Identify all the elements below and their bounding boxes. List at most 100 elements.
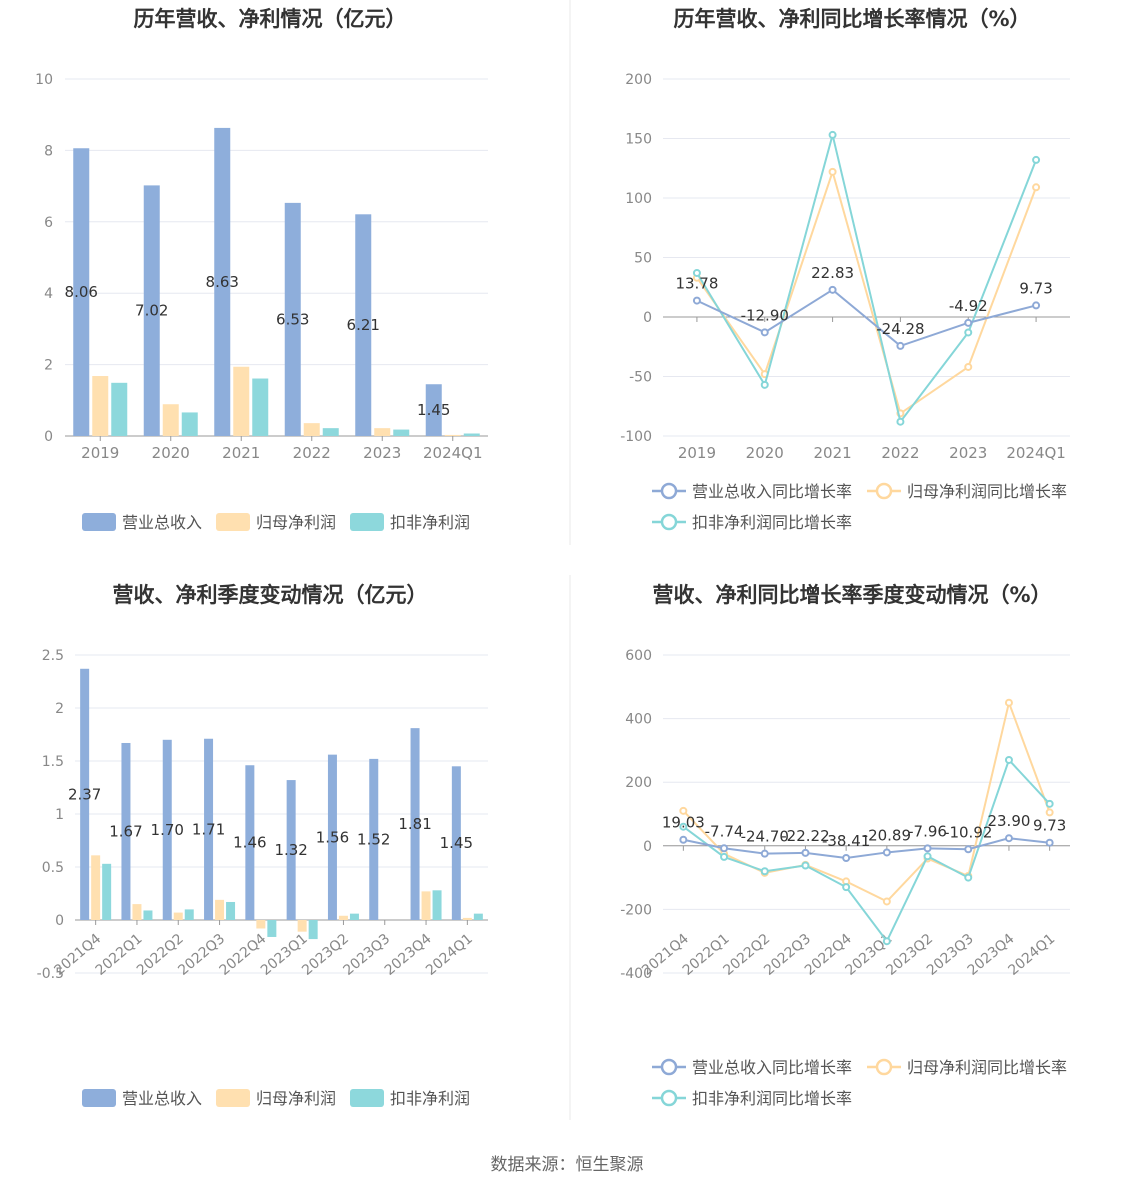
data-label: 22.83 — [811, 264, 854, 282]
bar-revenue — [369, 758, 379, 920]
bar-netprofit — [421, 891, 431, 920]
x-tick-label: 2021 — [222, 444, 260, 462]
bar-revenue — [162, 739, 172, 920]
data-label: -10.92 — [944, 823, 992, 841]
x-tick-label: 2020 — [746, 444, 784, 462]
data-label: 8.06 — [65, 283, 98, 301]
c3-chart: 营收、净利季度变动情况（亿元）-0.500.511.522.52021Q4202… — [37, 583, 488, 1108]
bar-netprofit — [92, 376, 109, 436]
series-line — [682, 758, 1051, 944]
data-label: -7.74 — [705, 822, 744, 840]
bar-netprofit — [256, 920, 266, 929]
bar-revenue — [80, 668, 90, 920]
legend-marker — [660, 1058, 678, 1076]
bar-netprofit — [233, 366, 250, 436]
legend-marker — [875, 482, 893, 500]
series-point — [692, 268, 701, 277]
bar-deducted — [322, 428, 339, 436]
series-point — [1004, 834, 1013, 843]
bar-revenue — [451, 766, 461, 920]
y-tick-label: 0 — [44, 429, 53, 445]
legend-label: 归母净利润 — [256, 1089, 336, 1108]
series-point — [842, 854, 851, 863]
y-tick-label: 0 — [643, 839, 652, 855]
data-label: 1.70 — [151, 821, 184, 839]
bar-revenue — [327, 754, 337, 920]
y-tick-label: -200 — [620, 902, 652, 918]
legend-swatch — [216, 1089, 250, 1107]
y-tick-label: 10 — [35, 72, 53, 88]
x-tick-label: 2023 — [949, 444, 987, 462]
bar-netprofit — [297, 920, 307, 932]
series-point — [964, 318, 973, 327]
legend-label: 扣非净利润同比增长率 — [692, 513, 852, 532]
y-tick-label: 200 — [625, 72, 652, 88]
chart-title: 历年营收、净利情况（亿元） — [134, 7, 407, 31]
data-label: 1.81 — [398, 815, 431, 833]
series-point — [760, 328, 769, 337]
series-point — [923, 844, 932, 853]
y-tick-label: 2 — [44, 358, 53, 374]
data-label: 1.45 — [417, 401, 450, 419]
bar-netprofit — [215, 899, 225, 920]
bar-netprofit — [462, 917, 472, 920]
bar-deducted — [143, 910, 153, 920]
data-label: -24.28 — [876, 320, 924, 338]
data-label: 9.73 — [1019, 279, 1052, 297]
series-point — [1004, 698, 1013, 707]
x-tick-label: 2019 — [81, 444, 119, 462]
series-point — [692, 296, 701, 305]
bar-revenue — [143, 185, 160, 436]
data-label: 7.02 — [135, 302, 168, 320]
bar-netprofit — [303, 423, 320, 436]
legend-label: 扣非净利润 — [390, 513, 470, 532]
bar-revenue — [121, 742, 131, 920]
data-label: 13.78 — [675, 275, 718, 293]
series-point — [679, 822, 688, 831]
bar-revenue — [284, 202, 301, 436]
data-label: -38.41 — [822, 832, 870, 850]
y-tick-label: -400 — [620, 966, 652, 982]
chart-title: 营收、净利季度变动情况（亿元） — [113, 583, 428, 607]
c2-chart: 历年营收、净利同比增长率情况（%） -100 -50 0 50 100 150 200 2019… — [620, 7, 1070, 532]
series-point — [1032, 301, 1041, 310]
data-label: 2.37 — [68, 785, 101, 803]
legend-marker — [660, 482, 678, 500]
bar-deducted — [463, 433, 480, 436]
series-point — [923, 852, 932, 861]
x-tick-label: 2022 — [293, 444, 331, 462]
x-tick-label: 2021 — [813, 444, 851, 462]
bar-deducted — [226, 901, 236, 920]
data-label: -4.92 — [949, 297, 988, 315]
y-tick-label: 6 — [44, 215, 53, 231]
data-label: 19.03 — [662, 814, 705, 832]
bar-revenue — [73, 148, 90, 436]
data-label: 1.71 — [192, 820, 225, 838]
chart-title: 营收、净利同比增长率季度变动情况（%） — [652, 583, 1051, 607]
y-tick-label: 200 — [625, 775, 652, 791]
x-tick-label: 2022 — [881, 444, 919, 462]
y-tick-label: 4 — [44, 286, 53, 302]
bar-deducted — [308, 920, 318, 940]
legend-swatch — [350, 513, 384, 531]
series-point — [1032, 183, 1041, 192]
chart-title: 历年营收、净利同比增长率情况（%） — [673, 7, 1030, 31]
y-tick-label: 2.5 — [42, 648, 64, 664]
bar-netprofit — [338, 915, 348, 920]
legend-label: 营业总收入 — [122, 513, 202, 532]
series-point — [828, 167, 837, 176]
bar-deducted — [432, 890, 442, 920]
bar-netprofit — [132, 904, 142, 920]
x-tick-label: 2024Q1 — [1005, 931, 1058, 979]
bar-deducted — [349, 913, 359, 920]
y-tick-label: 150 — [625, 132, 652, 148]
data-label: -24.70 — [741, 828, 789, 846]
legend-swatch — [82, 1089, 116, 1107]
legend-label: 扣非净利润同比增长率 — [692, 1089, 852, 1108]
legend-marker — [660, 513, 678, 531]
series-point — [1004, 755, 1013, 764]
bar-netprofit — [162, 404, 179, 436]
data-label: 1.67 — [109, 822, 142, 840]
y-tick-label: 0.5 — [42, 860, 64, 876]
